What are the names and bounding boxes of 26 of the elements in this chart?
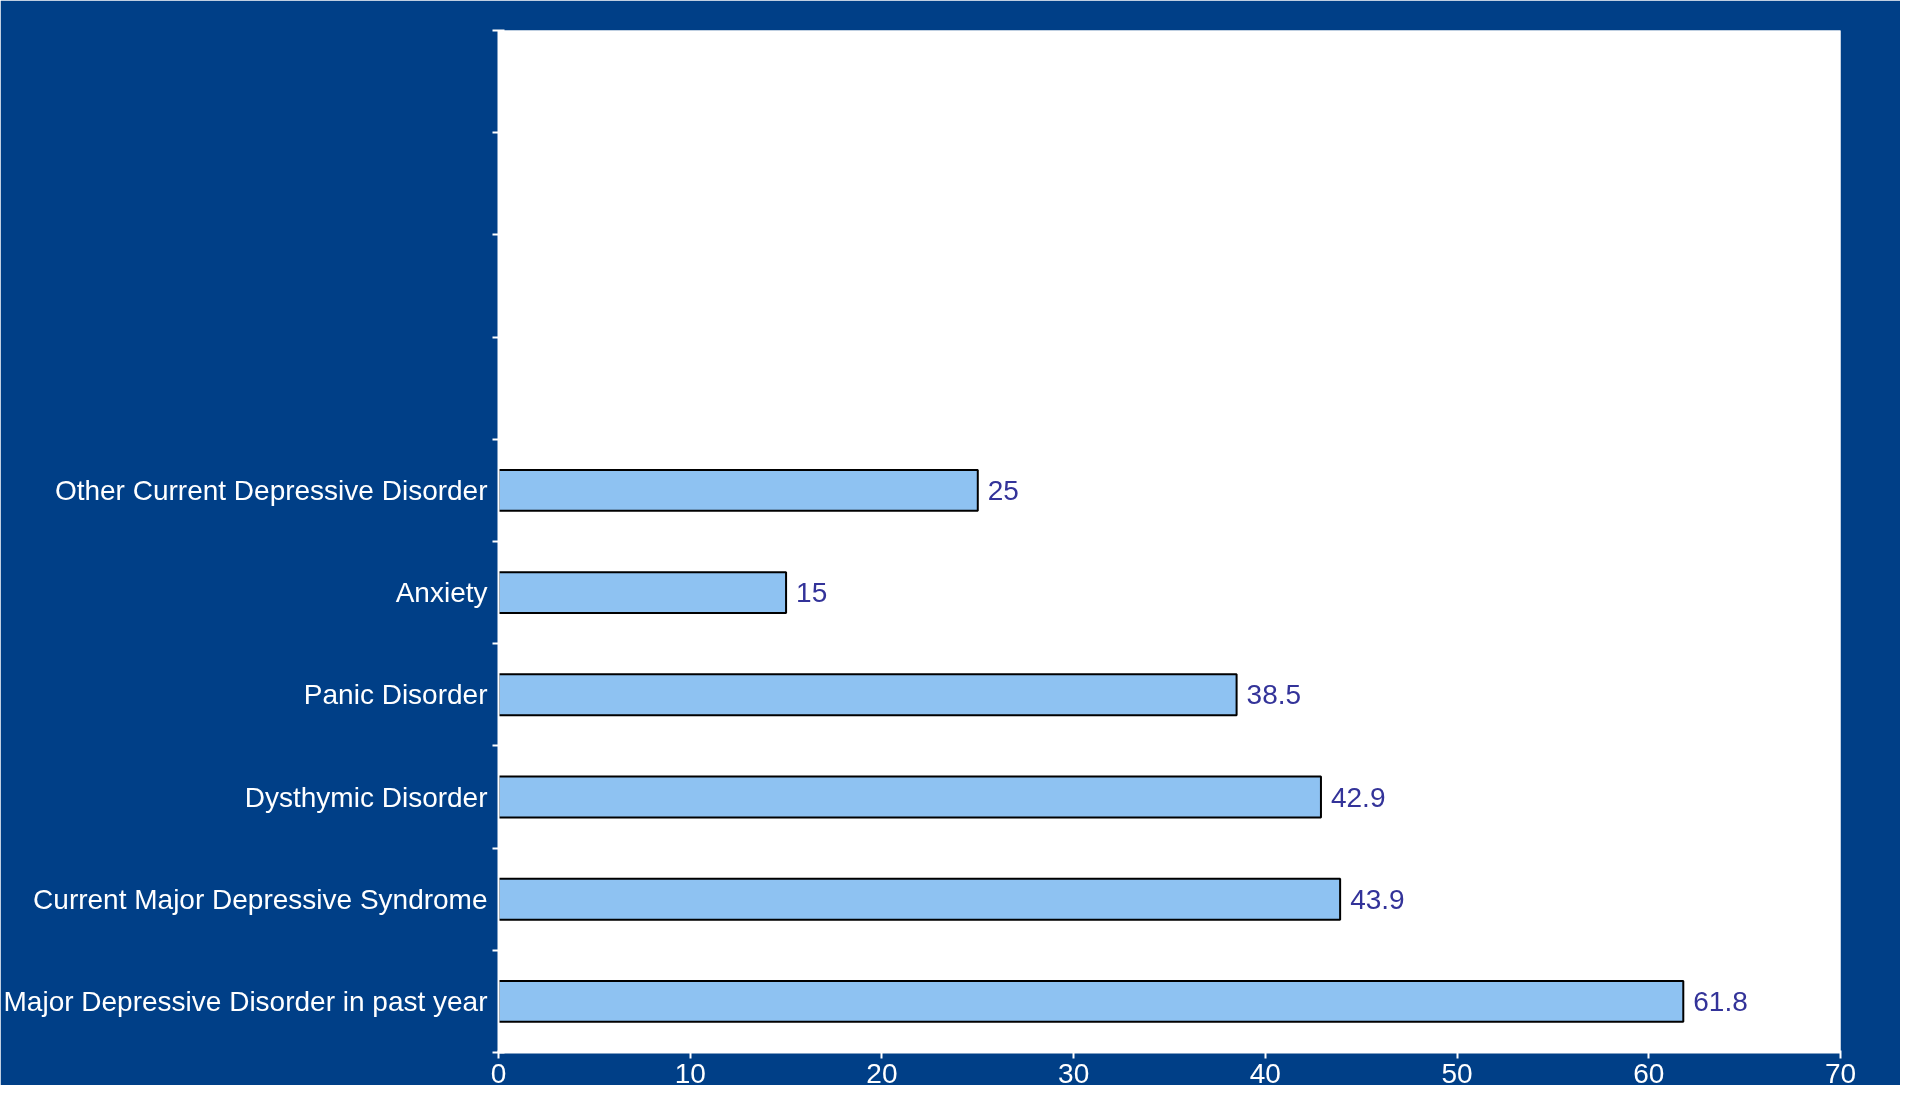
bar (498, 775, 1322, 819)
y-tick-label: Other Current Depressive Disorder (54, 474, 488, 506)
bar (498, 571, 788, 615)
x-tick-label: 10 (674, 1057, 706, 1089)
x-tick-label: 50 (1441, 1057, 1473, 1089)
y-tick-label: Anxiety (395, 577, 488, 609)
y-tick-label: Panic Disorder (303, 679, 488, 711)
data-label: 43.9 (1350, 883, 1405, 915)
data-label: 15 (796, 577, 828, 609)
y-tick-label: Major Depressive Disorder in past year (3, 985, 488, 1017)
x-tick-label: 70 (1824, 1057, 1857, 1089)
bar (498, 979, 1685, 1023)
bar (498, 673, 1238, 717)
bar (498, 468, 979, 512)
x-tick-label: 60 (1633, 1057, 1665, 1089)
y-tick-label: Dysthymic Disorder (244, 781, 488, 813)
bar (498, 877, 1342, 921)
data-label: 38.5 (1246, 679, 1302, 711)
data-label: 25 (987, 474, 1019, 506)
x-tick-label: 0 (490, 1057, 507, 1089)
x-tick-label: 20 (866, 1057, 898, 1089)
x-tick-label: 40 (1249, 1057, 1281, 1089)
data-label: 61.8 (1693, 985, 1748, 1017)
x-tick-label: 30 (1058, 1057, 1090, 1089)
data-label: 42.9 (1330, 781, 1386, 813)
y-tick-label: Current Major Depressive Syndrome (33, 883, 488, 915)
